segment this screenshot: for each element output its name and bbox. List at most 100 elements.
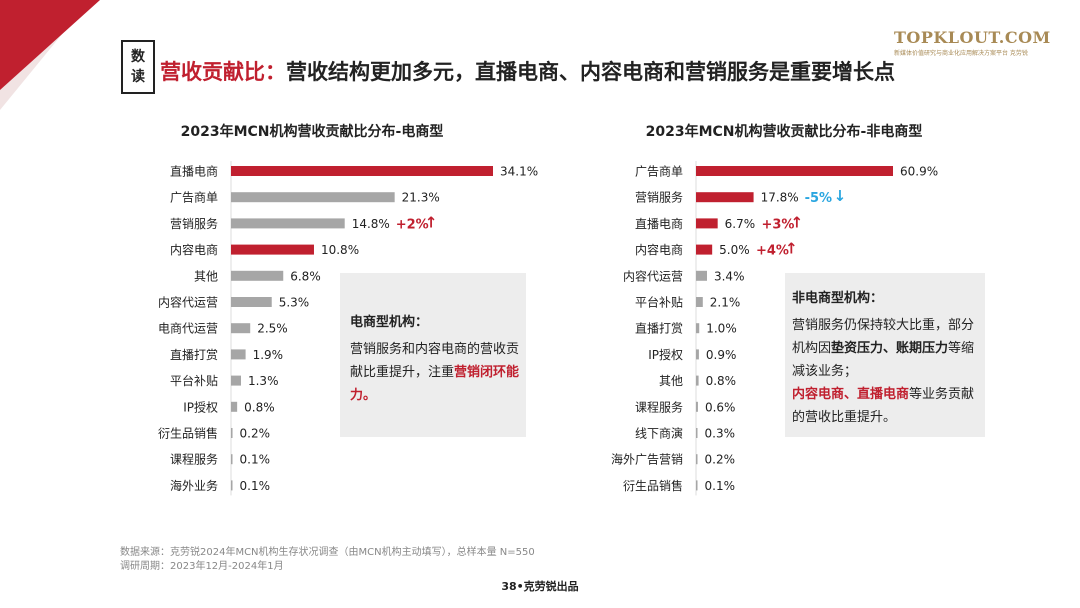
bar	[696, 349, 699, 360]
value-label: 2.1%	[710, 296, 741, 310]
category-label: 直播电商	[635, 216, 683, 231]
value-label: 0.9%	[706, 348, 737, 362]
value-label: 5.3%	[279, 296, 310, 310]
value-label: 17.8%	[761, 191, 799, 205]
note-non-ecommerce-body3: 等业务贡献的营收比重提升。	[792, 387, 975, 425]
bar	[231, 297, 272, 307]
bar	[696, 218, 718, 229]
read-badge: 数 读	[121, 40, 155, 94]
value-label: 0.2%	[705, 453, 736, 467]
chart-title: 2023年MCN机构营收贡献比分布-非电商型	[646, 123, 923, 140]
note-non-ecommerce-bold: 垫资压力、账期压力	[831, 341, 949, 356]
category-label: 衍生品销售	[623, 478, 683, 493]
note-non-ecommerce-body1: 营销服务仍保持较大比重，部分机构因	[792, 318, 975, 356]
category-label: 其他	[194, 269, 218, 283]
value-label: 21.3%	[402, 191, 440, 205]
bar	[231, 401, 238, 412]
category-label: 衍生品销售	[158, 426, 218, 441]
value-label: 0.6%	[705, 400, 736, 414]
note-non-ecommerce-red: 内容电商、直播电商	[792, 387, 910, 402]
category-label: 课程服务	[170, 452, 218, 467]
category-label: 平台补贴	[635, 295, 683, 310]
category-label: IP授权	[183, 399, 218, 414]
category-label: 营销服务	[635, 190, 683, 205]
page-label: 38•克劳锐出品	[501, 580, 579, 593]
bar	[231, 454, 233, 465]
category-label: 直播打赏	[635, 322, 683, 336]
bar	[696, 244, 713, 255]
badge-line-1: 数	[131, 49, 145, 65]
value-label: 0.3%	[705, 427, 736, 441]
change-annotation: +2%	[396, 217, 429, 232]
change-annotation: -5%	[805, 191, 832, 206]
bar	[696, 454, 698, 465]
category-label: 内容代运营	[158, 295, 218, 310]
value-label: 0.1%	[705, 479, 736, 493]
note-non-ecommerce-title: 非电商型机构：	[792, 291, 884, 306]
bar	[696, 192, 754, 203]
bar	[696, 270, 707, 281]
footer-period: 调研周期：2023年12月-2024年1月	[120, 561, 284, 572]
bar	[231, 166, 493, 176]
logo-main-text: TOPKLOUT.COM	[894, 28, 1051, 47]
change-annotation: +3%	[761, 217, 794, 232]
value-label: 6.8%	[290, 269, 321, 283]
bar	[696, 480, 698, 491]
value-label: 5.0%	[719, 243, 750, 257]
category-label: 直播打赏	[170, 348, 218, 362]
bar	[696, 166, 893, 176]
value-label: 1.3%	[248, 374, 279, 388]
category-label: 电商代运营	[158, 321, 218, 336]
category-label: 海外广告营销	[611, 452, 683, 467]
category-label: 线下商演	[635, 426, 683, 441]
bar	[231, 270, 284, 281]
badge-line-2: 读	[131, 69, 145, 85]
note-ecommerce: 电商型机构： 营销服务和内容电商的营收贡献比重提升，注重营销闭环能力。	[340, 273, 526, 437]
value-label: 0.1%	[240, 453, 271, 467]
value-label: 0.8%	[706, 374, 737, 388]
footer-source: 数据来源：克劳锐2024年MCN机构生存状况调查（由MCN机构主动填写），总样本…	[120, 547, 535, 558]
category-label: 直播电商	[170, 164, 218, 179]
bar	[231, 244, 314, 255]
value-label: 3.4%	[714, 269, 745, 283]
bar	[231, 218, 345, 229]
change-annotation: +4%	[756, 244, 789, 259]
bar	[696, 428, 698, 438]
value-label: 0.2%	[240, 427, 271, 441]
category-label: 广告商单	[635, 164, 683, 179]
bar	[231, 349, 246, 360]
note-ecommerce-title: 电商型机构：	[350, 315, 429, 330]
category-label: 其他	[659, 374, 683, 388]
category-label: IP授权	[648, 347, 683, 362]
category-label: 广告商单	[170, 190, 218, 205]
change-arrow: ↑	[790, 213, 803, 231]
change-arrow: ↑	[785, 240, 798, 258]
title-highlight: 营收贡献比：	[160, 60, 286, 84]
corner-decoration-red	[0, 0, 100, 90]
logo-sub-text: 新媒体价值研究与商业化应用解决方案平台 克劳锐	[894, 50, 1028, 57]
value-label: 2.5%	[257, 322, 288, 336]
change-arrow: ↑	[425, 213, 438, 231]
bar	[231, 375, 241, 386]
bar	[231, 480, 233, 491]
value-label: 6.7%	[725, 217, 756, 231]
value-label: 34.1%	[500, 165, 538, 179]
bar	[696, 297, 703, 307]
value-label: 0.1%	[240, 479, 271, 493]
category-label: 课程服务	[635, 399, 683, 414]
bar	[231, 192, 395, 203]
title-rest: 营收结构更加多元，直播电商、内容电商和营销服务是重要增长点	[286, 60, 895, 84]
category-label: 内容电商	[635, 242, 683, 257]
footer-notes: 数据来源：克劳锐2024年MCN机构生存状况调查（由MCN机构主动填写），总样本…	[120, 546, 535, 574]
note-non-ecommerce: 非电商型机构： 营销服务仍保持较大比重，部分机构因垫资压力、账期压力等缩减该业务…	[785, 273, 985, 437]
bar	[231, 428, 233, 438]
value-label: 10.8%	[321, 243, 359, 257]
bar	[231, 323, 251, 334]
bar	[696, 323, 700, 334]
chart-title: 2023年MCN机构营收贡献比分布-电商型	[181, 123, 444, 140]
category-label: 海外业务	[170, 478, 218, 493]
page-title: 营收贡献比：营收结构更加多元，直播电商、内容电商和营销服务是重要增长点	[160, 56, 895, 86]
value-label: 0.8%	[244, 400, 274, 414]
category-label: 平台补贴	[170, 373, 218, 388]
change-arrow: ↓	[834, 187, 847, 205]
